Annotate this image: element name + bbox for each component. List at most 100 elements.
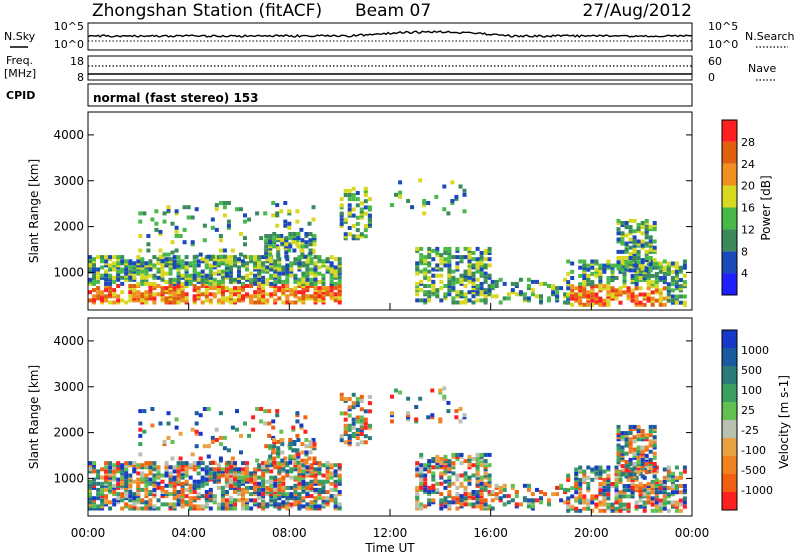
power-cell-510 [249,277,254,282]
velocity-cell-1586 [142,409,147,414]
velocity-cell-751 [325,496,330,501]
power-cell-508 [249,284,254,288]
velocity-cell-838 [359,427,364,432]
power-cell-1182 [578,286,583,291]
power-colorbar-tick-2: 20 [741,180,755,193]
velocity-cell-68 [108,485,113,490]
power-cell-144 [132,261,137,266]
power-cell-1261 [606,302,611,307]
freq-trace [88,65,692,75]
power-cell-501 [245,263,249,268]
power-cell-1312 [626,296,631,301]
date-label: 27/Aug/2012 [582,1,692,21]
power-cell-1048 [475,286,480,291]
velocity-cell-1551 [644,445,649,450]
power-cell-1368 [646,286,651,291]
velocity-cell-979 [455,498,460,503]
velocity-cell-682 [301,469,306,474]
power-cell-1518 [632,268,637,273]
velocity-cell-340 [196,492,201,497]
power-cell-1497 [624,256,629,260]
velocity-cell-1505 [632,472,637,477]
power-cell-1409 [658,263,663,268]
power-cell-1437 [670,282,675,287]
power-cell-126 [128,269,133,274]
power-cell-721 [313,261,318,266]
power-cell-1291 [614,276,619,280]
velocity-cell-1459 [616,453,621,458]
velocity-cell-191 [144,479,149,484]
power-cell-986 [455,277,460,282]
velocity-cell-1143 [555,485,560,490]
power-cell-27 [96,294,101,299]
velocity-cell-766 [329,471,334,476]
velocity-cell-1521 [636,455,641,460]
power-cell-1401 [658,296,663,301]
velocity-cell-131 [124,463,129,468]
velocity-cell-1488 [624,439,629,444]
power-cell-467 [233,263,237,268]
velocity-cell-243 [164,492,169,497]
power-cell-538 [257,271,262,276]
power-cell-160 [140,296,145,301]
velocity-cell-895 [423,467,428,472]
power-cell-1690 [287,211,292,216]
velocity-cell-1393 [658,482,663,486]
velocity-cell-1469 [620,472,625,477]
power-cell-402 [212,259,217,264]
power-cell-625 [285,279,290,284]
power-colorbar-segment-7 [722,273,737,295]
velocity-cell-1030 [475,504,480,509]
power-cell-919 [431,288,436,293]
power-cell-832 [351,186,356,191]
power-cell-1567 [644,221,649,225]
velocity-cell-1102 [498,496,503,501]
power-cell-466 [233,277,237,282]
velocity-cell-307 [184,479,189,484]
power-cell-12 [92,296,96,301]
velocity-cell-279 [176,479,181,484]
power-cell-470 [233,255,237,260]
velocity-cell-365 [204,479,209,484]
velocity-cell-1425 [670,482,675,486]
velocity-cell-1655 [271,425,276,430]
velocity-cell-1435 [674,486,679,491]
velocity-cell-1415 [666,473,671,478]
velocity-cell-835 [355,397,360,401]
power-cell-569 [265,259,270,264]
velocity-cell-375 [208,490,213,494]
velocity-cell-637 [289,492,294,497]
velocity-cell-1498 [628,443,633,448]
power-cell-507 [249,294,254,299]
power-cell-584 [273,298,278,303]
power-cell-1355 [642,302,647,307]
power-cell-1032 [471,294,476,299]
power-cell-1245 [598,280,603,285]
power-cell-1602 [154,209,159,214]
power-cell-502 [245,261,249,266]
velocity-cell-879 [419,481,424,486]
power-cell-1002 [459,257,464,262]
power-cell-301 [180,281,185,286]
velocity-cell-1686 [394,388,398,393]
velocity-cell-1199 [586,502,591,507]
power-cell-1691 [287,209,292,214]
velocity-cell-671 [301,498,306,503]
velocity-cell-699 [309,500,314,505]
power-ytick-label-0: 1000 [53,265,84,279]
power-cell-821 [347,203,352,208]
power-cell-1091 [487,257,492,262]
velocity-cell-762 [329,494,334,499]
velocity-cell-1001 [463,498,468,503]
velocity-cell-232 [156,465,161,470]
power-cell-431 [220,259,225,264]
power-cell-219 [156,257,161,262]
power-cell-477 [237,279,241,284]
velocity-cell-862 [415,502,420,507]
velocity-cell-1248 [606,504,611,509]
velocity-cell-1470 [620,464,625,469]
power-cell-1660 [239,252,243,257]
velocity-cell-1394 [658,479,663,484]
velocity-cell-267 [172,487,177,492]
power-cell-1600 [154,227,159,232]
